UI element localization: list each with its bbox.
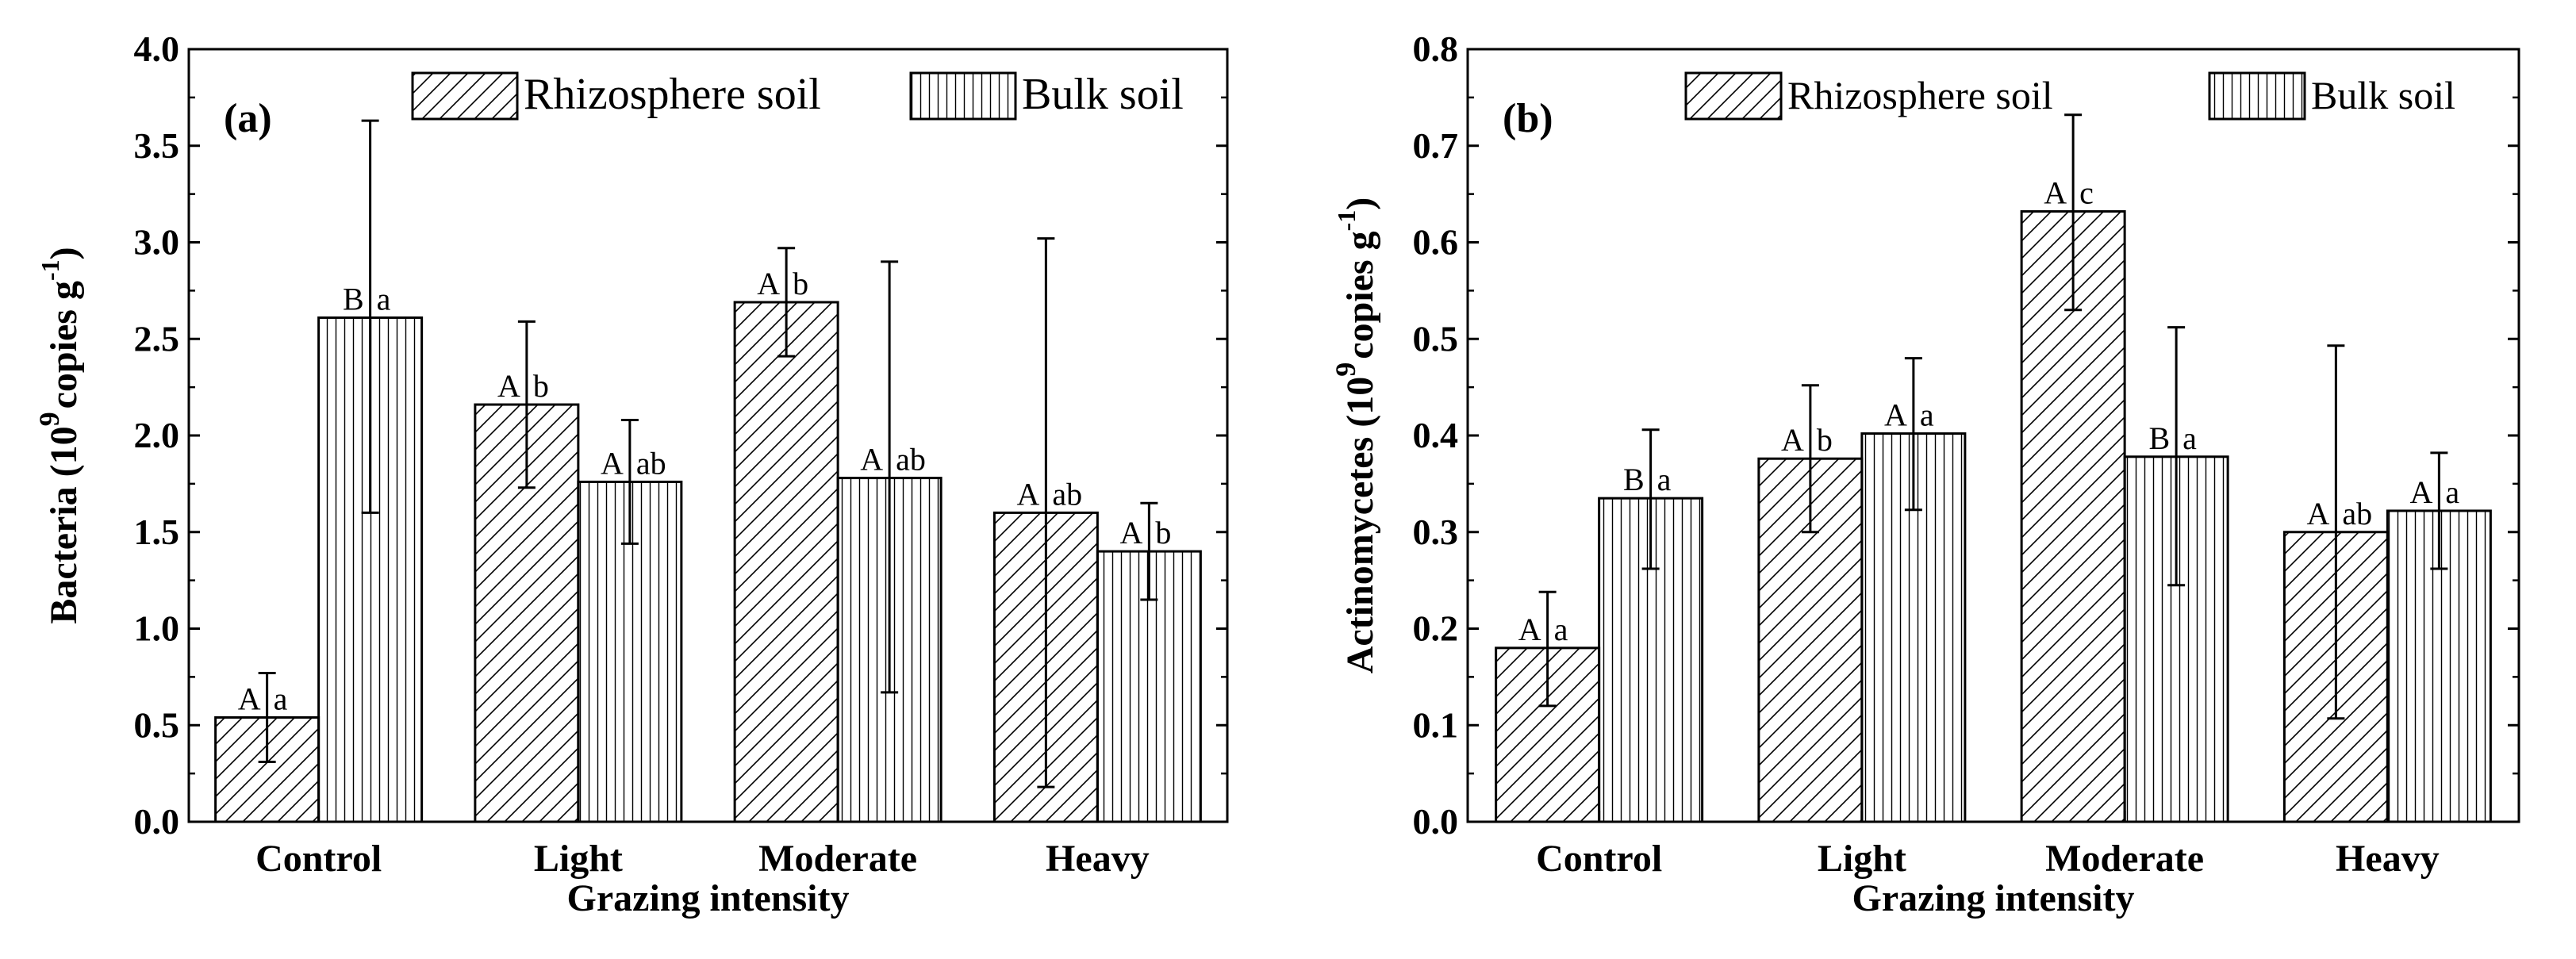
legend-label-bulk: Bulk soil: [1022, 70, 1184, 119]
significance-letter-lower: b: [793, 266, 808, 301]
y-axis-title-part: ): [1339, 198, 1381, 210]
panel-label: (a): [224, 96, 272, 141]
x-tick-label-light: Light: [534, 838, 623, 880]
y-tick-label: 2.5: [134, 318, 180, 359]
y-tick-label: 2.0: [134, 415, 180, 455]
significance-letter-lower: a: [2182, 420, 2197, 456]
x-tick-label-control: Control: [255, 838, 382, 880]
significance-letter-upper: A: [1016, 476, 1039, 512]
x-tick-label-moderate: Moderate: [758, 838, 917, 880]
significance-letter-lower: a: [1920, 397, 1934, 433]
y-tick-label: 0.6: [1413, 222, 1459, 263]
y-axis-title-part: ): [43, 247, 85, 259]
significance-letter-lower: b: [1817, 422, 1833, 458]
x-tick-label-control: Control: [1536, 838, 1662, 880]
significance-letter-lower: b: [533, 368, 549, 404]
significance-letter-lower: ab: [2342, 496, 2372, 531]
significance-letter-lower: ab: [896, 442, 926, 478]
significance-letter-upper: A: [238, 681, 261, 717]
y-axis-title-part: copies g: [43, 281, 85, 409]
significance-letter-upper: A: [2044, 175, 2067, 211]
significance-letter-upper: A: [860, 442, 883, 478]
panel-label: (b): [1503, 96, 1553, 141]
y-tick-label: 0.4: [1413, 415, 1459, 455]
y-axis-title-part: Bacteria (10: [43, 426, 85, 623]
significance-letter-upper: B: [1623, 462, 1645, 497]
significance-letter-lower: c: [2079, 175, 2094, 211]
y-tick-label: 1.5: [134, 512, 180, 552]
legend-label-rhizosphere: Rhizosphere soil: [1787, 73, 2053, 117]
y-tick-label: 4.0: [134, 29, 180, 69]
significance-letter-lower: a: [377, 281, 391, 316]
y-axis-title-part: 9: [33, 412, 65, 426]
significance-letter-upper: A: [1781, 422, 1804, 458]
y-tick-label: 0.5: [134, 704, 180, 745]
y-tick-label: 1.0: [134, 608, 180, 649]
y-tick-label: 0.5: [1413, 318, 1459, 359]
y-axis-title-part: Actinomycetes (10: [1339, 377, 1381, 674]
significance-letter-lower: ab: [636, 445, 666, 481]
y-tick-label: 0.3: [1413, 512, 1459, 552]
significance-letter-upper: A: [497, 368, 520, 404]
significance-letter-lower: a: [2445, 474, 2459, 510]
bar-rhizosphere-light: [474, 403, 580, 823]
x-tick-label-light: Light: [1818, 838, 1906, 880]
y-tick-label: 0.8: [1413, 29, 1459, 69]
bar-rhizosphere-moderate: [733, 301, 839, 823]
y-axis-title: Bacteria (109 copies g-1): [33, 247, 85, 623]
significance-letter-upper: A: [757, 266, 780, 301]
significance-letter-upper: B: [2148, 420, 2170, 456]
y-axis-title-part: 9: [1330, 363, 1361, 377]
y-tick-label: 0.1: [1413, 704, 1459, 745]
y-axis-title-part: copies g: [1339, 231, 1381, 359]
significance-letter-upper: A: [601, 445, 624, 481]
significance-letter-lower: b: [1155, 515, 1171, 550]
x-tick-label-moderate: Moderate: [2045, 838, 2204, 880]
y-tick-label: 0.2: [1413, 608, 1459, 649]
legend-label-rhizosphere: Rhizosphere soil: [524, 70, 821, 119]
significance-letter-lower: a: [1657, 462, 1672, 497]
y-axis-title: Actinomycetes (109 copies g-1): [1330, 198, 1381, 674]
significance-letter-upper: A: [2409, 474, 2432, 510]
y-tick-label: 0.0: [134, 801, 180, 842]
x-axis-title: Grazing intensity: [1852, 877, 2135, 919]
significance-letter-lower: a: [274, 681, 288, 717]
x-axis-title: Grazing intensity: [567, 877, 850, 919]
bar-rhizosphere-moderate: [2020, 210, 2126, 823]
y-tick-label: 3.0: [134, 222, 180, 263]
significance-letter-upper: A: [2306, 496, 2329, 531]
x-tick-label-heavy: Heavy: [2336, 838, 2440, 880]
significance-letter-lower: ab: [1052, 476, 1082, 512]
legend-swatch-bulk: [909, 71, 1017, 121]
significance-letter-upper: A: [1518, 612, 1541, 647]
significance-letter-upper: A: [1884, 397, 1907, 433]
y-axis-title-part: -1: [1332, 210, 1361, 232]
legend-label-bulk: Bulk soil: [2311, 73, 2455, 117]
significance-letter-lower: a: [1554, 612, 1568, 647]
legend-swatch-bulk: [2208, 71, 2306, 121]
legend-swatch-rhizosphere: [411, 71, 519, 121]
legend-swatch-rhizosphere: [1684, 71, 1783, 121]
y-tick-label: 0.0: [1413, 801, 1459, 842]
y-axis-title-part: -1: [36, 259, 64, 281]
y-tick-label: 3.5: [134, 125, 180, 166]
x-tick-label-heavy: Heavy: [1046, 838, 1150, 880]
significance-letter-upper: B: [343, 281, 364, 316]
significance-letter-upper: A: [1119, 515, 1142, 550]
y-tick-label: 0.7: [1413, 125, 1459, 166]
